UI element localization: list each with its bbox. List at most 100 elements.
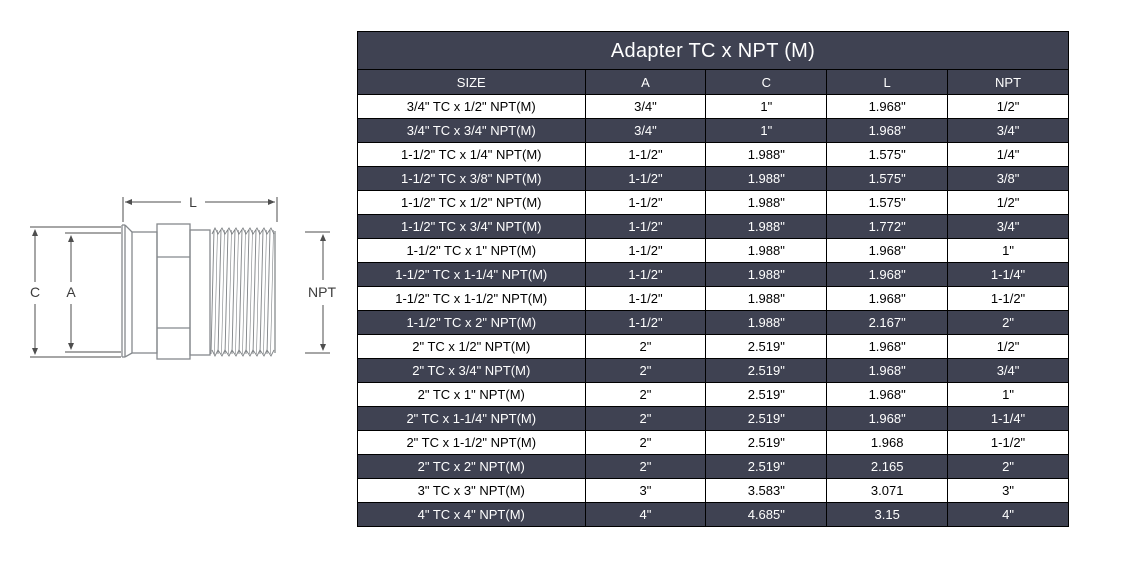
table-cell: 3.071 (826, 478, 949, 503)
table-cell: 1-1/2" TC x 1/2" NPT(M) (357, 190, 586, 215)
table-cell: 2" (584, 406, 707, 431)
table-cell: 1.575" (826, 142, 949, 167)
table-cell: 2.519" (705, 406, 828, 431)
table-cell: 1.968 (826, 430, 949, 455)
table-cell: 1" (947, 238, 1069, 263)
table-cell: 1.772" (826, 214, 949, 239)
table-cell: 2" (584, 358, 707, 383)
table-cell: 1-1/2" (584, 214, 707, 239)
spec-table: SIZE A C L NPT 3/4" TC x 1/2" NPT(M) 3/4"… (357, 69, 1069, 527)
dimension-l: L (122, 194, 278, 222)
table-cell: 1" (705, 94, 828, 119)
table-cell: 3.15 (826, 502, 949, 527)
table-row: 2" TC x 1/2" NPT(M) 2" 2.519" 1.968" 1/2" (357, 334, 1069, 359)
table-row: 3/4" TC x 3/4" NPT(M) 3/4" 1" 1.968" 3/4" (357, 118, 1069, 143)
table-cell: 1.988" (705, 142, 828, 167)
table-cell: 2" (584, 382, 707, 407)
table-cell: 1.968" (826, 286, 949, 311)
table-cell: 2.519" (705, 334, 828, 359)
table-cell: 1-1/2" (584, 142, 707, 167)
dim-label-c: C (30, 284, 40, 300)
table-cell: 1/2" (947, 94, 1069, 119)
table-cell: 2.519" (705, 454, 828, 479)
dim-label-l: L (189, 194, 197, 210)
table-cell: 1-1/2" TC x 1" NPT(M) (357, 238, 586, 263)
table-row: 1-1/2" TC x 1" NPT(M) 1-1/2" 1.988" 1.968" 1… (357, 238, 1069, 263)
table-row: 1-1/2" TC x 2" NPT(M) 1-1/2" 1.988" 2.167" 2… (357, 310, 1069, 335)
column-header-c: C (705, 69, 828, 95)
table-row: 2" TC x 2" NPT(M) 2" 2.519" 2.165 2" (357, 454, 1069, 479)
table-cell: 1-1/2" (584, 310, 707, 335)
table-cell: 4" (947, 502, 1069, 527)
fitting-body (121, 223, 211, 360)
table-cell: 1.968" (826, 94, 949, 119)
table-cell: 1-1/4" (947, 262, 1069, 287)
table-cell: 1.968" (826, 334, 949, 359)
spec-table-section: Adapter TC x NPT (M) SIZE A C L NPT 3/4"… (357, 31, 1069, 527)
table-cell: 2" TC x 2" NPT(M) (357, 454, 586, 479)
table-cell: 1.968" (826, 118, 949, 143)
spec-table-body: 3/4" TC x 1/2" NPT(M) 3/4" 1" 1.968" 1/2" 3/4… (357, 94, 1069, 527)
table-cell: 2" (584, 454, 707, 479)
table-row: 1-1/2" TC x 1/4" NPT(M) 1-1/2" 1.988" 1.575… (357, 142, 1069, 167)
table-cell: 2.519" (705, 430, 828, 455)
table-cell: 1/2" (947, 334, 1069, 359)
column-header-size: SIZE (357, 69, 586, 95)
table-cell: 1.575" (826, 166, 949, 191)
table-row: 2" TC x 1-1/2" NPT(M) 2" 2.519" 1.968 1-1/2" (357, 430, 1069, 455)
table-cell: 1.988" (705, 262, 828, 287)
table-cell: 1.988" (705, 214, 828, 239)
table-cell: 1-1/2" (584, 238, 707, 263)
table-cell: 1" (947, 382, 1069, 407)
table-cell: 1/2" (947, 190, 1069, 215)
table-cell: 2" TC x 3/4" NPT(M) (357, 358, 586, 383)
table-cell: 3/4" TC x 3/4" NPT(M) (357, 118, 586, 143)
table-row: 2" TC x 1" NPT(M) 2" 2.519" 1.968" 1" (357, 382, 1069, 407)
table-cell: 1.988" (705, 166, 828, 191)
table-cell: 4" (584, 502, 707, 527)
table-row: 1-1/2" TC x 1/2" NPT(M) 1-1/2" 1.988" 1.575… (357, 190, 1069, 215)
table-cell: 1.988" (705, 190, 828, 215)
table-cell: 1-1/2" (584, 262, 707, 287)
table-row: 1-1/2" TC x 1-1/2" NPT(M) 1-1/2" 1.988" 1.9… (357, 286, 1069, 311)
table-cell: 2" TC x 1" NPT(M) (357, 382, 586, 407)
table-cell: 1.988" (705, 310, 828, 335)
dimension-c: C (30, 226, 121, 358)
table-cell: 1-1/2" (584, 286, 707, 311)
column-header-a: A (584, 69, 707, 95)
table-cell: 2" TC x 1-1/2" NPT(M) (357, 430, 586, 455)
table-cell: 3/4" (584, 118, 707, 143)
table-row: 1-1/2" TC x 3/4" NPT(M) 1-1/2" 1.988" 1.772… (357, 214, 1069, 239)
table-cell: 2.165 (826, 454, 949, 479)
table-cell: 2.519" (705, 358, 828, 383)
table-cell: 1.575" (826, 190, 949, 215)
table-cell: 2" (947, 310, 1069, 335)
table-row: 4" TC x 4" NPT(M) 4" 4.685" 3.15 4" (357, 502, 1069, 527)
table-cell: 1.968" (826, 358, 949, 383)
table-cell: 1-1/2" (584, 190, 707, 215)
table-row: 3/4" TC x 1/2" NPT(M) 3/4" 1" 1.968" 1/2" (357, 94, 1069, 119)
dimension-a: A (65, 232, 121, 353)
table-cell: 1-1/4" (947, 406, 1069, 431)
table-cell: 3/8" (947, 166, 1069, 191)
dim-label-npt: NPT (308, 284, 336, 300)
table-cell: 1-1/2" (584, 166, 707, 191)
table-cell: 4.685" (705, 502, 828, 527)
table-row: 1-1/2" TC x 3/8" NPT(M) 1-1/2" 1.988" 1.575… (357, 166, 1069, 191)
table-cell: 1.968" (826, 262, 949, 287)
adapter-technical-drawing: L C A NPT (30, 194, 336, 360)
table-cell: 1-1/2" TC x 2" NPT(M) (357, 310, 586, 335)
table-cell: 2" TC x 1-1/4" NPT(M) (357, 406, 586, 431)
column-header-npt: NPT (947, 69, 1069, 95)
table-cell: 3" (947, 478, 1069, 503)
dimension-npt: NPT (305, 231, 336, 354)
table-cell: 1.988" (705, 286, 828, 311)
table-cell: 1-1/2" TC x 1-1/2" NPT(M) (357, 286, 586, 311)
table-cell: 1.968" (826, 382, 949, 407)
column-header-l: L (826, 69, 949, 95)
table-cell: 2" (584, 334, 707, 359)
table-cell: 1-1/2" TC x 1/4" NPT(M) (357, 142, 586, 167)
table-cell: 1" (705, 118, 828, 143)
table-cell: 3/4" (947, 214, 1069, 239)
